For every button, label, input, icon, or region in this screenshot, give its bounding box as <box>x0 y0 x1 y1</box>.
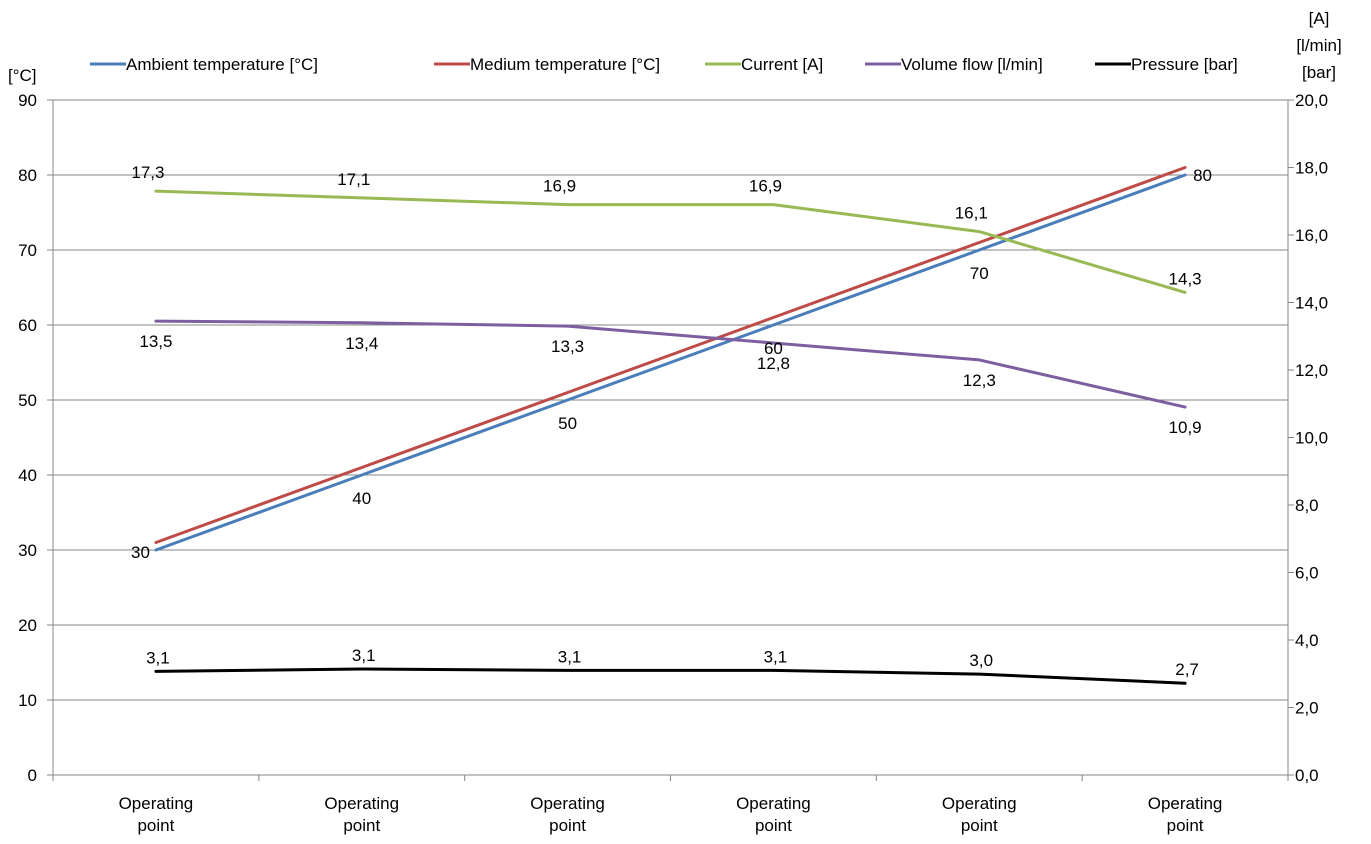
data-label: 12,8 <box>757 354 790 373</box>
axes: 0 10 20 30 40 50 60 70 80 90 0,0 2,0 4,0 6,0 8,0 10,0 12… <box>8 9 1342 835</box>
series-lines <box>154 166 1187 685</box>
data-label: 13,5 <box>139 332 172 351</box>
series-line <box>154 189 1187 294</box>
legend-label: Current [A] <box>741 55 823 74</box>
legend-label: Volume flow [l/min] <box>901 55 1043 74</box>
x-category-label: Operating point <box>942 794 1017 835</box>
series-line <box>154 667 1187 685</box>
x-category-label: Operating point <box>119 794 194 835</box>
left-tick-label: 60 <box>18 316 37 335</box>
data-label: 70 <box>970 264 989 283</box>
data-label: 16,9 <box>749 177 782 196</box>
x-category-label: Operating point <box>530 794 605 835</box>
data-label: 60 <box>764 339 783 358</box>
right-tick-label: 10,0 <box>1295 429 1328 448</box>
data-label: 40 <box>352 489 371 508</box>
data-label: 17,1 <box>337 170 370 189</box>
right-tick-label: 6,0 <box>1295 564 1319 583</box>
left-tick-label: 70 <box>18 241 37 260</box>
x-category-label: Operating point <box>1148 794 1223 835</box>
series-line <box>154 166 1187 544</box>
data-label: 13,3 <box>551 337 584 356</box>
right-tick-label: 12,0 <box>1295 361 1328 380</box>
right-tick-label: 20,0 <box>1295 91 1328 110</box>
x-category-label: Operating point <box>324 794 399 835</box>
data-label: 3,1 <box>558 647 582 666</box>
left-axis-unit-label: [°C] <box>8 66 37 85</box>
left-tick-label: 50 <box>18 391 37 410</box>
data-label: 16,1 <box>955 204 988 223</box>
data-label: 10,9 <box>1169 418 1202 437</box>
right-tick-label: 4,0 <box>1295 631 1319 650</box>
right-axis-unit-label: [l/min] <box>1296 36 1341 55</box>
x-category-label: Operating point <box>736 794 811 835</box>
left-tick-label: 80 <box>18 166 37 185</box>
legend-label: Pressure [bar] <box>1131 55 1238 74</box>
legend-label: Ambient temperature [°C] <box>126 55 318 74</box>
data-label: 14,3 <box>1169 269 1202 288</box>
right-tick-label: 14,0 <box>1295 294 1328 313</box>
data-label: 3,1 <box>764 647 788 666</box>
left-tick-label: 30 <box>18 541 37 560</box>
data-label: 16,9 <box>543 177 576 196</box>
left-tick-label: 40 <box>18 466 37 485</box>
legend-label: Medium temperature [°C] <box>470 55 660 74</box>
series-line <box>154 173 1187 552</box>
right-tick-label: 8,0 <box>1295 496 1319 515</box>
series-line <box>154 319 1187 409</box>
right-tick-label: 0,0 <box>1295 766 1319 785</box>
left-tick-label: 20 <box>18 616 37 635</box>
right-tick-label: 18,0 <box>1295 159 1328 178</box>
data-label: 3,1 <box>352 646 376 665</box>
right-axis-unit-label: [bar] <box>1302 63 1336 82</box>
right-axis-unit-label: [A] <box>1309 9 1330 28</box>
right-tick-label: 2,0 <box>1295 699 1319 718</box>
data-label: 2,7 <box>1175 660 1199 679</box>
data-label: 3,1 <box>146 648 170 667</box>
data-label: 3,0 <box>969 651 993 670</box>
data-label: 80 <box>1193 166 1212 185</box>
left-tick-label: 90 <box>18 91 37 110</box>
data-label: 17,3 <box>131 163 164 182</box>
left-tick-label: 0 <box>28 766 37 785</box>
left-tick-label: 10 <box>18 691 37 710</box>
data-label: 50 <box>558 414 577 433</box>
data-label: 12,3 <box>963 371 996 390</box>
data-label: 13,4 <box>345 334 378 353</box>
legend: Ambient temperature [°C] Medium temperatu… <box>90 55 1238 74</box>
data-label: 30 <box>131 543 150 562</box>
data-labels: 30 40 50 60 70 80 17,3 17,1 16,9 16,9 16,1 14,3 13,5… <box>131 163 1212 679</box>
right-tick-label: 16,0 <box>1295 226 1328 245</box>
gridlines <box>53 99 1288 701</box>
